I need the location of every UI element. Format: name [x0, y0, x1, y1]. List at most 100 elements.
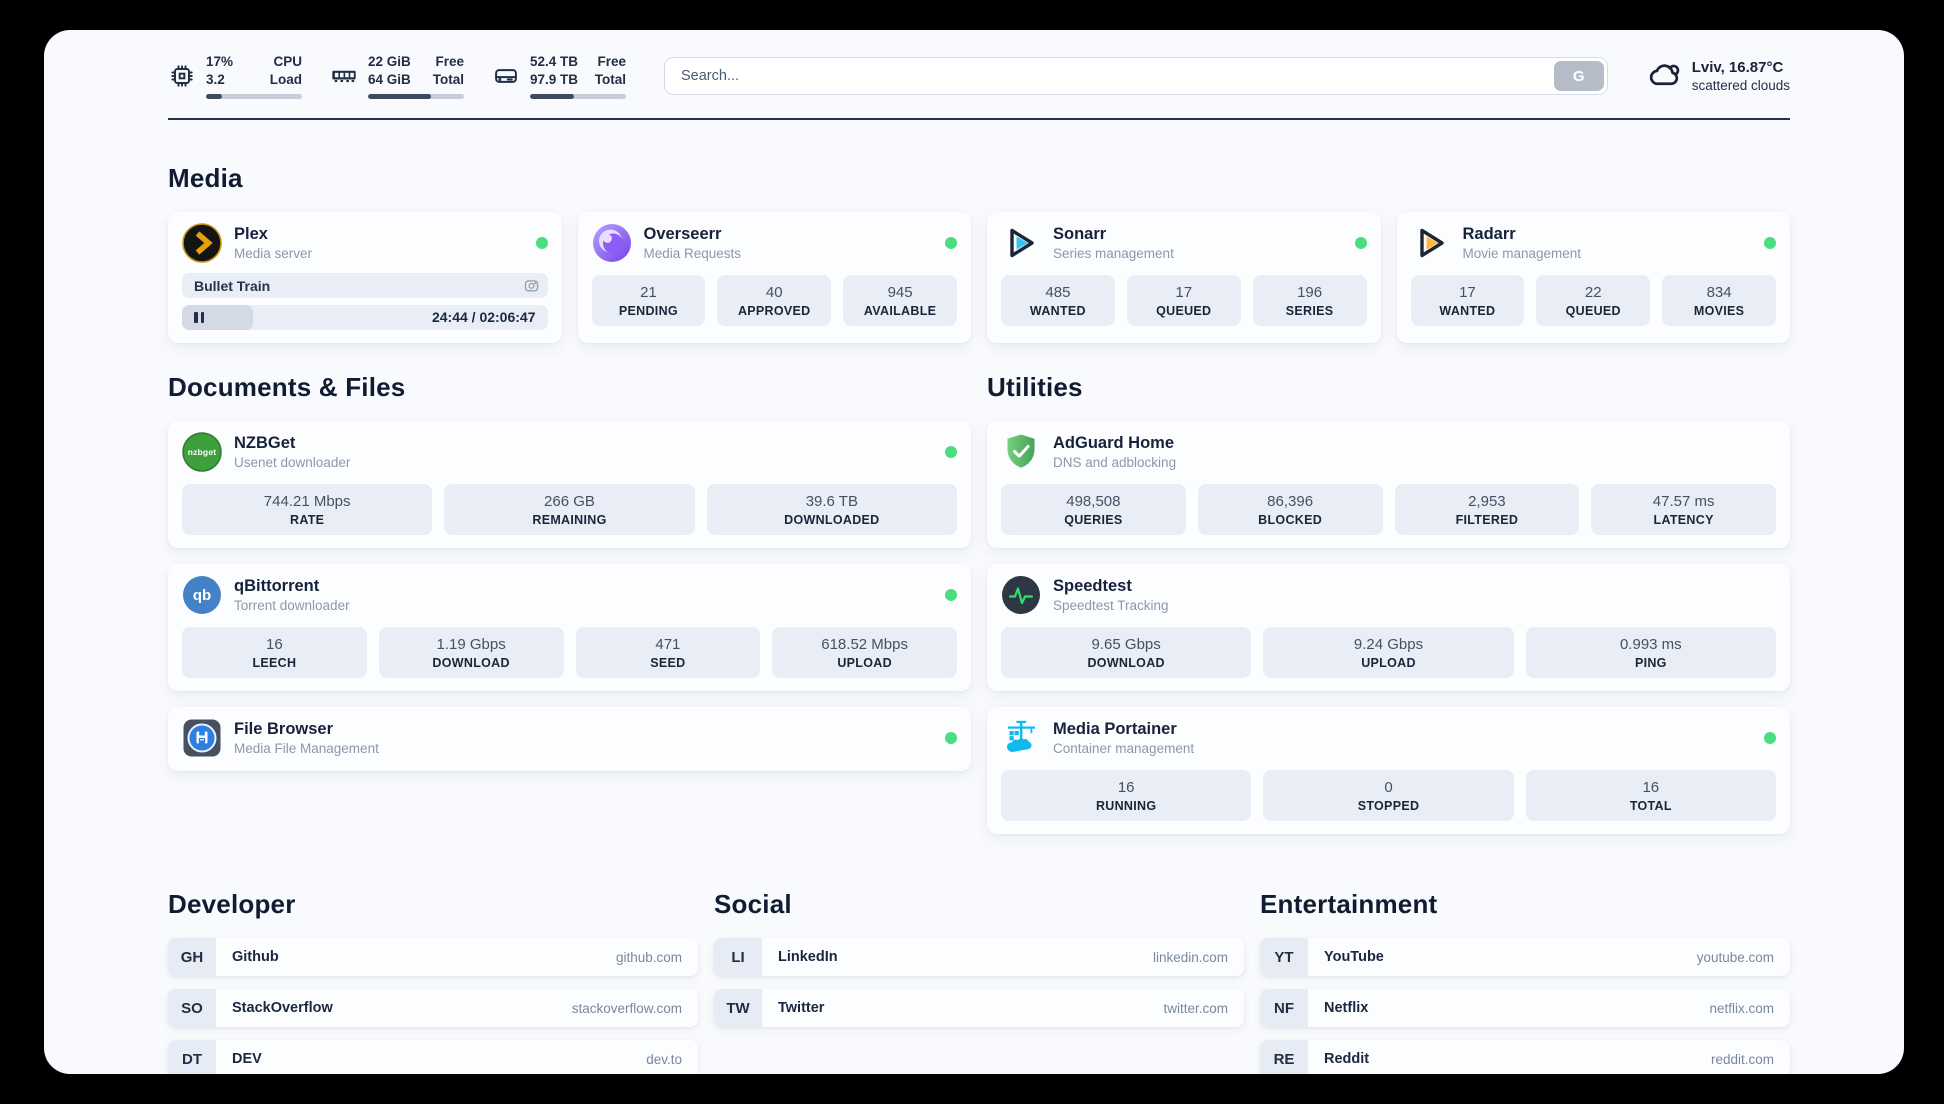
app-subtitle: Speedtest Tracking	[1053, 598, 1169, 614]
cpu-progressbar	[206, 93, 302, 99]
bookmark-linkedin[interactable]: LI LinkedIn linkedin.com	[714, 938, 1244, 976]
app-title: qBittorrent	[234, 576, 320, 595]
weather-location: Lviv, 16.87°C	[1691, 59, 1784, 76]
speedtest-logo-icon	[1001, 575, 1041, 615]
stat-tile-blocked: 86,396 BLOCKED	[1197, 484, 1383, 535]
disk-progressbar	[530, 93, 626, 99]
status-dot	[1354, 237, 1367, 249]
bookmark-reddit[interactable]: RE Reddit reddit.com	[1260, 1040, 1790, 1074]
status-dot	[945, 589, 957, 601]
bookmark-youtube[interactable]: YT YouTube youtube.com	[1260, 938, 1790, 976]
app-title: Speedtest	[1053, 576, 1132, 595]
search-input[interactable]	[664, 57, 1608, 95]
memory-labels: Free Total	[432, 54, 464, 87]
stat-tile-upload: 618.52 Mbps UPLOAD	[772, 627, 957, 678]
bookmark-netflix[interactable]: NF Netflix netflix.com	[1260, 989, 1790, 1027]
bookmark-dev[interactable]: DT DEV dev.to	[168, 1040, 698, 1074]
bookmark-github[interactable]: GH Github github.com	[168, 938, 698, 976]
weather-widget: Lviv, 16.87°C scattered clouds	[1646, 56, 1790, 97]
playback-progressbar: 24:44 / 02:06:47	[182, 305, 548, 330]
memory-values: 22 GiB 64 GiB	[368, 54, 411, 87]
section-title-documents: Documents & Files	[168, 372, 406, 402]
portainer-logo-icon	[1001, 718, 1041, 758]
plex-card[interactable]: Plex Media server Bullet Train 24:44 / 0…	[168, 212, 562, 343]
adguard-logo-icon	[1001, 432, 1041, 472]
radarr-logo-icon	[1411, 223, 1451, 263]
cpu-icon	[168, 62, 196, 90]
status-dot	[1764, 732, 1776, 744]
now-playing-row: Bullet Train	[182, 273, 548, 298]
stat-tile-ping: 0.993 ms PING	[1525, 627, 1776, 678]
nzbget-card[interactable]: nzbget NZBGet Usenet downloader 744.21 M…	[168, 421, 971, 548]
stat-tile-queries: 498,508 QUERIES	[1001, 484, 1186, 535]
playback-time: 24:44 / 02:06:47	[431, 309, 536, 325]
memory-progressbar	[368, 93, 464, 99]
stat-tile-running: 16 RUNNING	[1001, 770, 1252, 821]
bookmark-stackoverflow[interactable]: SO StackOverflow stackoverflow.com	[168, 989, 698, 1027]
adguard-card[interactable]: AdGuard Home DNS and adblocking 498,508 Q…	[987, 421, 1790, 548]
qbittorrent-logo-icon: qb	[182, 575, 222, 615]
portainer-card[interactable]: Media Portainer Container management 16 R…	[987, 707, 1790, 834]
radarr-card[interactable]: Radarr Movie management 17 WANTED 22 QUEUE…	[1396, 212, 1790, 343]
bookmark-twitter[interactable]: TW Twitter twitter.com	[714, 989, 1244, 1027]
stat-tile-movies: 834 MOVIES	[1662, 275, 1776, 326]
stat-tile-filtered: 2,953 FILTERED	[1394, 484, 1580, 535]
app-subtitle: Media server	[234, 246, 313, 262]
app-subtitle: Series management	[1053, 246, 1174, 262]
disk-labels: Free Total	[594, 54, 626, 87]
nzbget-logo-icon: nzbget	[182, 432, 222, 472]
app-subtitle: Container management	[1053, 741, 1195, 757]
stat-tile-available: 945 AVAILABLE	[843, 275, 957, 326]
stat-tile-download: 9.65 Gbps DOWNLOAD	[1001, 627, 1252, 678]
stat-tile-seed: 471 SEED	[575, 627, 761, 678]
header-divider	[168, 118, 1790, 120]
session-camera-icon[interactable]	[523, 277, 540, 294]
app-title: File Browser	[234, 719, 334, 738]
cloud-icon	[1646, 56, 1682, 97]
stat-tile-stopped: 0 STOPPED	[1263, 770, 1514, 821]
app-subtitle: Usenet downloader	[234, 455, 351, 471]
now-playing-title: Bullet Train	[194, 277, 271, 294]
stat-tile-total: 16 TOTAL	[1525, 770, 1776, 821]
sonarr-logo-icon	[1001, 223, 1041, 263]
stat-cpu: 17% 3.2 CPU Load	[168, 53, 302, 99]
section-title-utilities: Utilities	[987, 372, 1083, 402]
speedtest-card[interactable]: Speedtest Speedtest Tracking 9.65 Gbps DO…	[987, 564, 1790, 691]
app-subtitle: Media Requests	[643, 246, 742, 262]
stat-tile-wanted: 485 WANTED	[1001, 275, 1115, 326]
search-provider-button[interactable]: G	[1553, 61, 1604, 91]
app-subtitle: Torrent downloader	[234, 598, 350, 614]
stat-tile-pending: 21 PENDING	[591, 275, 706, 326]
status-dot	[1764, 237, 1776, 249]
app-title: Sonarr	[1053, 224, 1107, 243]
status-dot	[945, 446, 957, 458]
stat-tile-rate: 744.21 Mbps RATE	[182, 484, 433, 535]
disk-icon	[492, 62, 520, 90]
stat-tile-downloaded: 39.6 TB DOWNLOADED	[706, 484, 957, 535]
app-title: Overseerr	[643, 224, 722, 243]
sonarr-card[interactable]: Sonarr Series management 485 WANTED 17 QUE…	[987, 212, 1381, 343]
app-title: Radarr	[1462, 224, 1516, 243]
plex-logo-icon	[182, 223, 222, 263]
overseerr-logo-icon	[592, 223, 632, 263]
app-title: AdGuard Home	[1053, 433, 1175, 452]
system-stats: 17% 3.2 CPU Load	[168, 53, 626, 99]
weather-condition: scattered clouds	[1691, 78, 1790, 93]
status-dot	[535, 237, 548, 249]
filebrowser-card[interactable]: File Browser Media File Management	[168, 707, 971, 771]
status-dot	[945, 237, 957, 249]
stat-tile-queued: 17 QUEUED	[1126, 275, 1241, 326]
stat-tile-wanted: 17 WANTED	[1410, 275, 1525, 326]
section-title-developer: Developer	[168, 889, 296, 919]
overseerr-card[interactable]: Overseerr Media Requests 21 PENDING 40 APP…	[577, 212, 971, 343]
app-subtitle: DNS and adblocking	[1053, 455, 1177, 471]
stat-tile-approved: 40 APPROVED	[717, 275, 832, 326]
app-subtitle: Movie management	[1462, 246, 1582, 262]
section-title-media: Media	[168, 163, 243, 193]
section-title-entertainment: Entertainment	[1260, 889, 1438, 919]
cpu-labels: CPU Load	[269, 54, 302, 87]
dashboard-page: 17% 3.2 CPU Load	[44, 30, 1904, 1074]
qbittorrent-card[interactable]: qb qBittorrent Torrent downloader 16 LEEC…	[168, 564, 971, 691]
header: 17% 3.2 CPU Load	[168, 44, 1790, 108]
app-subtitle: Media File Management	[234, 741, 379, 757]
